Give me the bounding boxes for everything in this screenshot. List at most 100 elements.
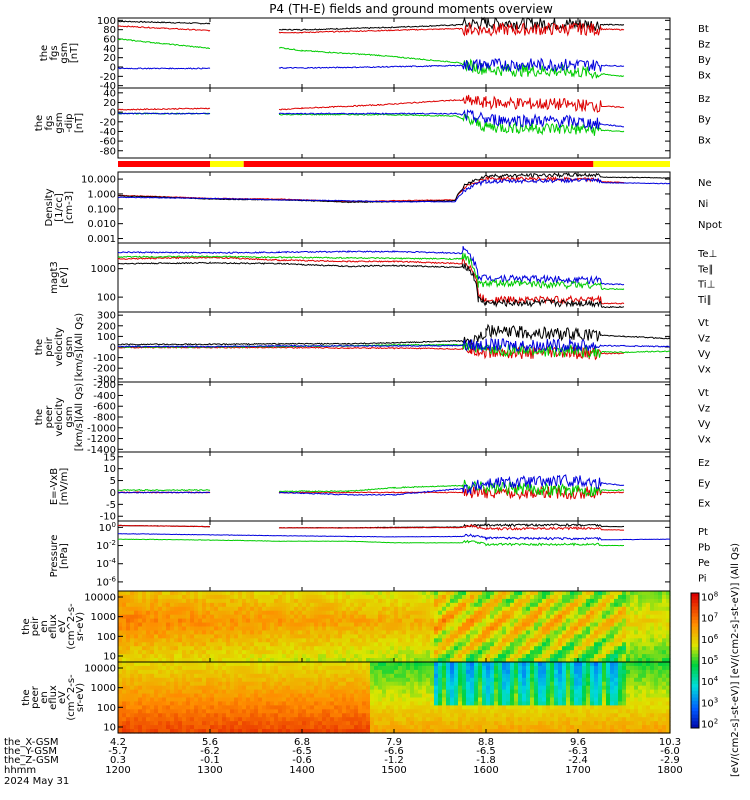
- heatmap-cell: [446, 594, 451, 600]
- heatmap-cell: [486, 622, 491, 628]
- heatmap-cell: [498, 717, 503, 722]
- heatmap-cell: [166, 606, 171, 612]
- heatmap-cell: [142, 626, 147, 632]
- heatmap-cell: [590, 618, 595, 624]
- heatmap-cell: [662, 650, 667, 655]
- heatmap-cell: [246, 685, 251, 691]
- heatmap-cell: [210, 602, 215, 608]
- heatmap-cell: [458, 693, 463, 699]
- heatmap-cell: [570, 729, 575, 734]
- heatmap-cell: [594, 638, 599, 643]
- heatmap-cell: [326, 591, 331, 596]
- legend-Vy: Vy: [698, 349, 711, 360]
- heatmap-cell: [666, 602, 671, 608]
- heatmap-cell: [510, 606, 515, 612]
- heatmap-cell: [526, 721, 531, 726]
- heatmap-cell: [190, 634, 195, 639]
- heatmap-cell: [206, 709, 211, 714]
- heatmap-cell: [526, 642, 531, 647]
- heatmap-cell: [494, 705, 499, 710]
- heatmap-cell: [374, 677, 379, 683]
- heatmap-cell: [142, 709, 147, 714]
- heatmap-cell: [614, 654, 619, 659]
- heatmap-cell: [202, 709, 207, 714]
- heatmap-cell: [630, 598, 635, 604]
- heatmap-cell: [406, 654, 411, 659]
- heatmap-cell: [598, 591, 603, 596]
- heatmap-cell: [358, 693, 363, 699]
- heatmap-cell: [414, 677, 419, 683]
- heatmap-cell: [254, 677, 259, 683]
- heatmap-cell: [562, 697, 567, 703]
- heatmap-cell: [530, 669, 535, 675]
- heatmap-cell: [294, 622, 299, 628]
- heatmap-cell: [306, 662, 311, 667]
- heatmap-cell: [518, 602, 523, 608]
- heatmap-cell: [446, 701, 451, 706]
- heatmap-cell: [386, 677, 391, 683]
- heatmap-cell: [134, 693, 139, 699]
- y-tick-label: 200: [97, 321, 116, 332]
- heatmap-cell: [138, 638, 143, 643]
- heatmap-cell: [462, 606, 467, 612]
- heatmap-cell: [498, 701, 503, 706]
- heatmap-cell: [454, 689, 459, 695]
- heatmap-cell: [326, 677, 331, 683]
- heatmap-cell: [530, 650, 535, 655]
- heatmap-cell: [518, 689, 523, 695]
- heatmap-cell: [422, 642, 427, 647]
- heatmap-cell: [146, 693, 151, 699]
- heatmap-cell: [246, 610, 251, 616]
- heatmap-cell: [570, 618, 575, 624]
- heatmap-cell: [530, 602, 535, 608]
- heatmap-cell: [498, 658, 503, 663]
- heatmap-cell: [194, 713, 199, 718]
- heatmap-cell: [282, 669, 287, 675]
- heatmap-cell: [302, 673, 307, 679]
- heatmap-cell: [210, 638, 215, 643]
- heatmap-cell: [178, 681, 183, 687]
- heatmap-cell: [258, 689, 263, 695]
- heatmap-cell: [406, 693, 411, 699]
- heatmap-cell: [186, 669, 191, 675]
- heatmap-cell: [154, 725, 159, 730]
- heatmap-cell: [446, 610, 451, 616]
- heatmap-cell: [322, 709, 327, 714]
- heatmap-cell: [374, 669, 379, 675]
- heatmap-cell: [470, 681, 475, 687]
- heatmap-cell: [454, 598, 459, 604]
- heatmap-cell: [650, 591, 655, 596]
- heatmap-cell: [126, 693, 131, 699]
- heatmap-cell: [386, 689, 391, 695]
- heatmap-cell: [450, 634, 455, 639]
- heatmap-cell: [558, 662, 563, 667]
- heatmap-cell: [410, 638, 415, 643]
- y-axis-label: eV: [57, 620, 68, 633]
- heatmap-cell: [190, 646, 195, 651]
- heatmap-cell: [650, 618, 655, 624]
- heatmap-cell: [642, 610, 647, 616]
- heatmap-cell: [394, 673, 399, 679]
- heatmap-cell: [390, 689, 395, 695]
- heatmap-cell: [254, 729, 259, 734]
- heatmap-cell: [418, 697, 423, 703]
- heatmap-cell: [386, 662, 391, 667]
- heatmap-cell: [262, 677, 267, 683]
- heatmap-cell: [286, 662, 291, 667]
- heatmap-cell: [358, 650, 363, 655]
- heatmap-cell: [310, 717, 315, 722]
- heatmap-cell: [330, 598, 335, 604]
- heatmap-cell: [466, 685, 471, 691]
- heatmap-cell: [478, 721, 483, 726]
- heatmap-cell: [194, 626, 199, 632]
- heatmap-cell: [138, 681, 143, 687]
- heatmap-cell: [578, 658, 583, 663]
- heatmap-cell: [362, 693, 367, 699]
- heatmap-cell: [514, 626, 519, 632]
- heatmap-cell: [418, 606, 423, 612]
- heatmap-cell: [562, 693, 567, 699]
- heatmap-cell: [378, 701, 383, 706]
- heatmap-cell: [362, 665, 367, 671]
- heatmap-cell: [142, 658, 147, 663]
- heatmap-cell: [366, 594, 371, 600]
